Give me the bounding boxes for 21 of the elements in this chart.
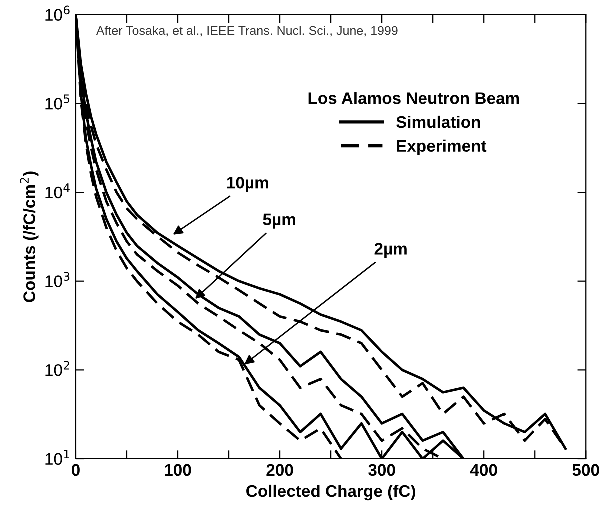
y-tick-label: 10$^{3}$ [46,272,70,288]
legend-label: Experiment [397,140,487,156]
legend-title: Los Alamos Neutron Beam [308,92,520,104]
annotation: 2µm [374,243,407,258]
y-axis-title: Counts (/fC/cm$^{2}$) [20,172,39,302]
annotation: 10µm [227,176,268,192]
x-tick-label: 0 [72,464,80,476]
y-tick-label: 10$^{5}$ [46,94,70,110]
x-axis-title: Collected Charge (fC) [246,484,416,501]
x-tick-label: 500 [572,464,600,476]
x-tick-label: 200 [266,464,294,476]
y-tick-label: 10$^{4}$ [46,184,70,199]
annotation: 5µm [263,214,296,229]
y-tick-label: 10$^{6}$ [46,6,70,21]
legend-label: Simulation [396,116,480,128]
x-tick-label: 300 [368,464,396,476]
annotation: After Tosaka, et al., IEEE Trans. Nucl. Sci., June, 1999 [96,26,398,37]
x-tick-label: 400 [470,464,498,476]
y-tick-label: 10$^{2}$ [46,361,70,376]
x-tick-label: 100 [165,464,192,476]
y-tick-label: 10$^{1}$ [46,450,70,466]
